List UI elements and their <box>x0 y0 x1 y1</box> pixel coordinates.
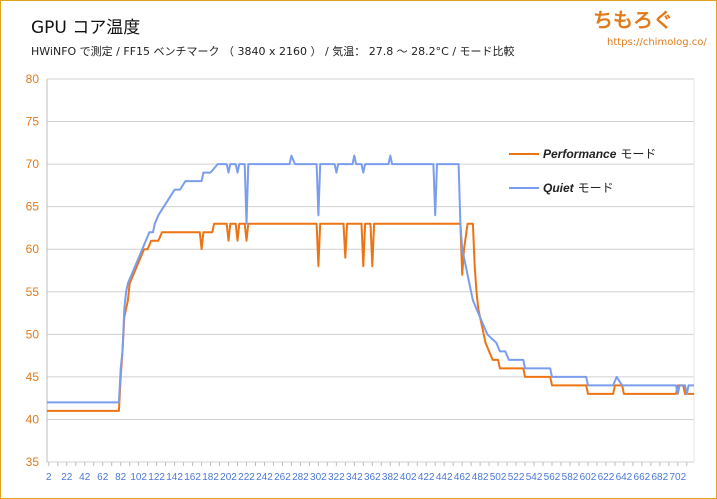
grid-lines <box>46 78 695 463</box>
legend-series-name: Performance <box>543 147 617 161</box>
x-tick-label: 422 <box>418 472 435 483</box>
y-tick-label: 50 <box>26 327 40 341</box>
y-tick-label: 45 <box>26 370 40 384</box>
x-tick-label: 82 <box>115 472 127 483</box>
y-tick-label: 35 <box>26 455 40 469</box>
x-tick-label: 462 <box>454 472 471 483</box>
x-tick-label: 482 <box>472 472 489 483</box>
x-tick-label: 502 <box>490 472 507 483</box>
x-tick-label: 42 <box>79 472 91 483</box>
legend-series-name: Quiet <box>543 181 575 195</box>
x-tick-label: 262 <box>274 472 291 483</box>
x-tick-label: 2 <box>46 472 52 483</box>
x-tick-label: 642 <box>616 472 633 483</box>
chart-subtitle: HWiNFO で測定 / FF15 ベンチマーク （ 3840 x 2160 ）… <box>31 44 515 58</box>
legend-label-performance: Performance モード <box>543 147 656 161</box>
x-tick-label: 662 <box>634 472 651 483</box>
x-tick-label: 222 <box>238 472 255 483</box>
x-tick-label: 22 <box>61 472 73 483</box>
x-tick-label: 242 <box>256 472 273 483</box>
x-tick-label: 322 <box>328 472 345 483</box>
x-tick-label: 622 <box>598 472 615 483</box>
x-tick-label: 182 <box>202 472 219 483</box>
series-line-quiet <box>47 154 694 404</box>
x-tick-label: 282 <box>292 472 309 483</box>
x-tick-label: 202 <box>220 472 237 483</box>
x-tick-label: 602 <box>580 472 597 483</box>
x-tick-label: 122 <box>148 472 165 483</box>
x-tick-label: 302 <box>310 472 327 483</box>
chart-title: GPU コア温度 <box>31 18 140 38</box>
x-tick-label: 342 <box>346 472 363 483</box>
x-tick-label: 162 <box>184 472 201 483</box>
legend-series-suffix: モード <box>620 147 656 161</box>
y-tick-label: 75 <box>26 115 40 129</box>
legend-series-suffix: モード <box>578 181 614 195</box>
x-tick-label: 522 <box>508 472 525 483</box>
brand-logo: ちもろぐ <box>593 8 673 32</box>
series-line-performance <box>47 222 694 412</box>
y-tick-label: 60 <box>26 242 40 256</box>
x-axis: 2 22 42 62 82 102 122 142 162 182 202 222 242 262 282 3… <box>46 462 688 483</box>
x-tick-label: 682 <box>652 472 669 483</box>
brand-url: https://chimolog.co/ <box>607 37 707 48</box>
x-tick-label: 362 <box>364 472 381 483</box>
x-tick-label: 582 <box>562 472 579 483</box>
x-tick-label: 62 <box>97 472 109 483</box>
legend-label-quiet: Quiet モード <box>543 181 614 195</box>
x-tick-label: 142 <box>166 472 183 483</box>
y-tick-label: 65 <box>26 200 40 214</box>
x-tick-label: 442 <box>436 472 453 483</box>
series-layer <box>47 154 694 412</box>
y-tick-label: 40 <box>26 412 40 426</box>
x-tick-label: 702 <box>669 472 686 483</box>
x-tick-label: 382 <box>382 472 399 483</box>
y-tick-label: 80 <box>26 72 40 86</box>
y-tick-label: 55 <box>26 285 40 299</box>
y-axis: 35 40 45 50 55 60 65 70 75 80 <box>26 72 40 469</box>
x-tick-label: 402 <box>400 472 417 483</box>
x-tick-label: 102 <box>130 472 147 483</box>
x-tick-label: 542 <box>526 472 543 483</box>
x-tick-label: 562 <box>544 472 561 483</box>
y-tick-label: 70 <box>26 157 40 171</box>
